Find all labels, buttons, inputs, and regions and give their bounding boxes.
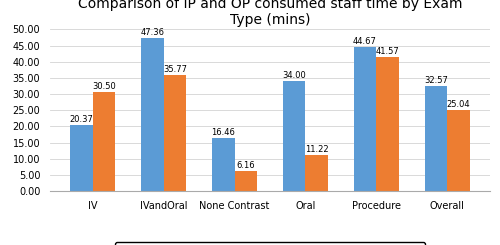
Text: 16.46: 16.46 <box>212 128 235 137</box>
Text: 32.57: 32.57 <box>424 76 448 85</box>
Text: 35.77: 35.77 <box>163 65 187 74</box>
Bar <box>448 110 470 191</box>
Bar <box>212 138 234 191</box>
Bar <box>141 38 164 191</box>
Bar <box>234 171 257 191</box>
Bar <box>424 86 448 191</box>
Bar <box>164 75 186 191</box>
Bar <box>92 92 116 191</box>
Text: 6.16: 6.16 <box>236 161 255 170</box>
Legend: Consumed Staff Time IP, Consumed Staff Time OP: Consumed Staff Time IP, Consumed Staff T… <box>114 242 426 245</box>
Text: 11.22: 11.22 <box>305 145 328 154</box>
Text: 20.37: 20.37 <box>70 115 94 124</box>
Bar <box>70 125 92 191</box>
Text: 34.00: 34.00 <box>282 71 306 80</box>
Title: Comparison of IP and OP consumed staff time by Exam
Type (mins): Comparison of IP and OP consumed staff t… <box>78 0 462 27</box>
Bar <box>306 155 328 191</box>
Text: 44.67: 44.67 <box>353 37 377 46</box>
Text: 25.04: 25.04 <box>447 100 470 109</box>
Bar <box>376 57 399 191</box>
Text: 47.36: 47.36 <box>140 28 164 37</box>
Bar <box>283 81 306 191</box>
Text: 41.57: 41.57 <box>376 47 400 56</box>
Text: 30.50: 30.50 <box>92 83 116 91</box>
Bar <box>354 47 376 191</box>
